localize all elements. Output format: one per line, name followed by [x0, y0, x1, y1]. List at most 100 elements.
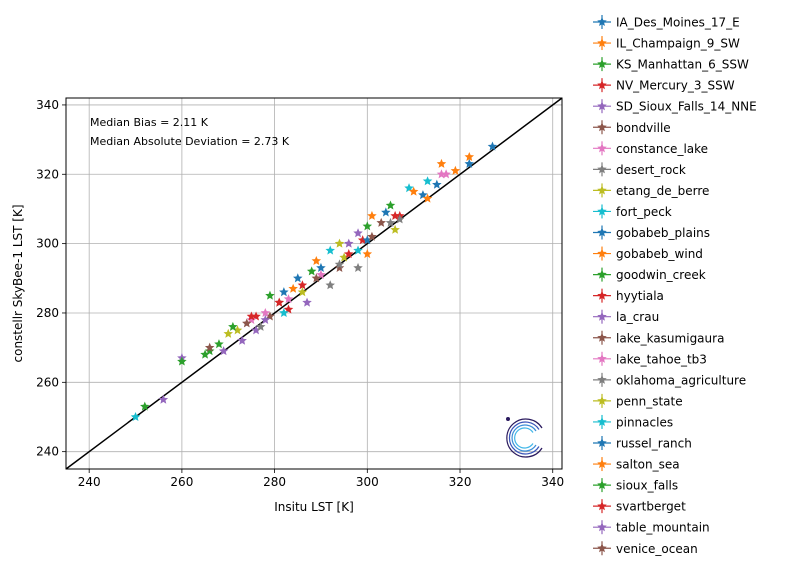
data-point [325, 245, 335, 255]
data-point [237, 335, 247, 345]
median-bias-annotation: Median Bias = 2.11 K [90, 116, 209, 129]
legend-marker [597, 80, 607, 90]
data-point [436, 158, 447, 168]
data-point [339, 252, 349, 262]
legend-item: IA_Des_Moines_17_E [593, 15, 740, 30]
y-axis-label: constellr SkyBee-1 LST [K] [11, 205, 25, 363]
data-point [204, 342, 215, 352]
legend-item: lake_kasumigaura [593, 330, 724, 345]
x-tick-label: 240 [78, 475, 101, 489]
data-point [265, 290, 275, 300]
legend-label: gobabeb_wind [616, 247, 703, 261]
legend-marker [597, 416, 607, 426]
data-point [450, 165, 461, 175]
data-point [367, 231, 377, 241]
data-point [288, 283, 298, 293]
legend-item: hyytiala [593, 288, 664, 303]
legend-marker [597, 38, 607, 48]
legend-label: constance_lake [616, 142, 708, 156]
legend-marker [597, 395, 607, 405]
legend-marker [597, 269, 607, 279]
legend-label: IA_Des_Moines_17_E [616, 16, 740, 30]
legend-item: gobabeb_plains [593, 225, 710, 240]
legend-label: fort_peck [616, 205, 672, 219]
data-point [390, 210, 400, 220]
y-tick-label: 280 [36, 306, 59, 320]
data-point [279, 287, 289, 297]
data-point [214, 339, 224, 349]
data-point [158, 394, 169, 404]
data-point [200, 349, 210, 359]
legend-item: gobabeb_wind [593, 246, 703, 261]
y-tick-label: 300 [36, 237, 59, 251]
data-point [487, 141, 498, 151]
data-point [381, 207, 391, 217]
identity-line-group [65, 97, 563, 470]
legend-item: etang_de_berre [593, 183, 709, 198]
legend-item: KS_Manhattan_6_SSW [593, 57, 749, 72]
legend-marker [597, 164, 607, 174]
data-point [306, 266, 317, 276]
legend-marker [597, 332, 607, 342]
legend-marker [597, 501, 607, 511]
legend-marker [597, 374, 607, 384]
legend-label: venice_ocean [616, 542, 698, 556]
legend-label: bondville [616, 121, 671, 135]
legend-item: salton_sea [593, 457, 680, 472]
legend-marker [597, 248, 607, 258]
legend-item: desert_rock [593, 162, 686, 177]
data-point [283, 294, 294, 304]
plot-frame [65, 97, 563, 470]
data-point [228, 321, 238, 331]
data-point [251, 325, 261, 335]
data-point [362, 221, 373, 231]
data-point [302, 297, 312, 307]
legend-label: etang_de_berre [616, 184, 709, 198]
x-axis-label: Insitu LST [K] [274, 500, 354, 514]
data-point [260, 314, 271, 324]
data-point [325, 280, 335, 290]
legend-item: pinnacles [593, 414, 673, 429]
legend-label: salton_sea [616, 458, 680, 472]
legend-label: hyytiala [616, 289, 664, 303]
legend-item: russel_ranch [593, 436, 692, 451]
legend-item: constance_lake [593, 141, 708, 156]
x-tick-label: 300 [356, 475, 379, 489]
data-point [223, 328, 233, 338]
data-point [274, 297, 284, 307]
x-tick-label: 340 [541, 475, 564, 489]
legend-item: fort_peck [593, 204, 672, 219]
legend-marker [597, 59, 607, 69]
legend-item: IL_Champaign_9_SW [593, 36, 740, 51]
data-point [334, 259, 345, 269]
legend-label: table_mountain [616, 521, 710, 535]
legend-item: penn_state [593, 393, 683, 408]
legend-marker [597, 353, 607, 363]
legend-label: IL_Champaign_9_SW [616, 37, 740, 51]
legend-label: desert_rock [616, 163, 686, 177]
data-point [334, 238, 345, 248]
legend-marker [597, 185, 607, 195]
data-point [432, 179, 442, 189]
data-point [362, 249, 373, 259]
data-point [297, 280, 308, 290]
legend-marker [597, 290, 607, 300]
data-point [279, 307, 289, 318]
y-tick-label: 340 [36, 98, 59, 112]
legend-marker [597, 522, 607, 532]
data-point [218, 346, 229, 356]
data-point [242, 318, 252, 328]
legend-label: pinnacles [616, 415, 673, 429]
data-point [232, 325, 243, 335]
data-point [140, 401, 150, 411]
legend-item: oklahoma_agriculture [593, 372, 746, 387]
legend-marker [597, 17, 607, 27]
legend-label: sioux_falls [616, 479, 678, 493]
legend-marker [597, 480, 607, 490]
legend-label: gobabeb_plains [616, 226, 710, 240]
legend-marker [597, 543, 607, 553]
data-point [408, 186, 419, 196]
data-point [344, 238, 354, 248]
data-point [204, 346, 215, 356]
legend-item: venice_ocean [593, 541, 698, 556]
